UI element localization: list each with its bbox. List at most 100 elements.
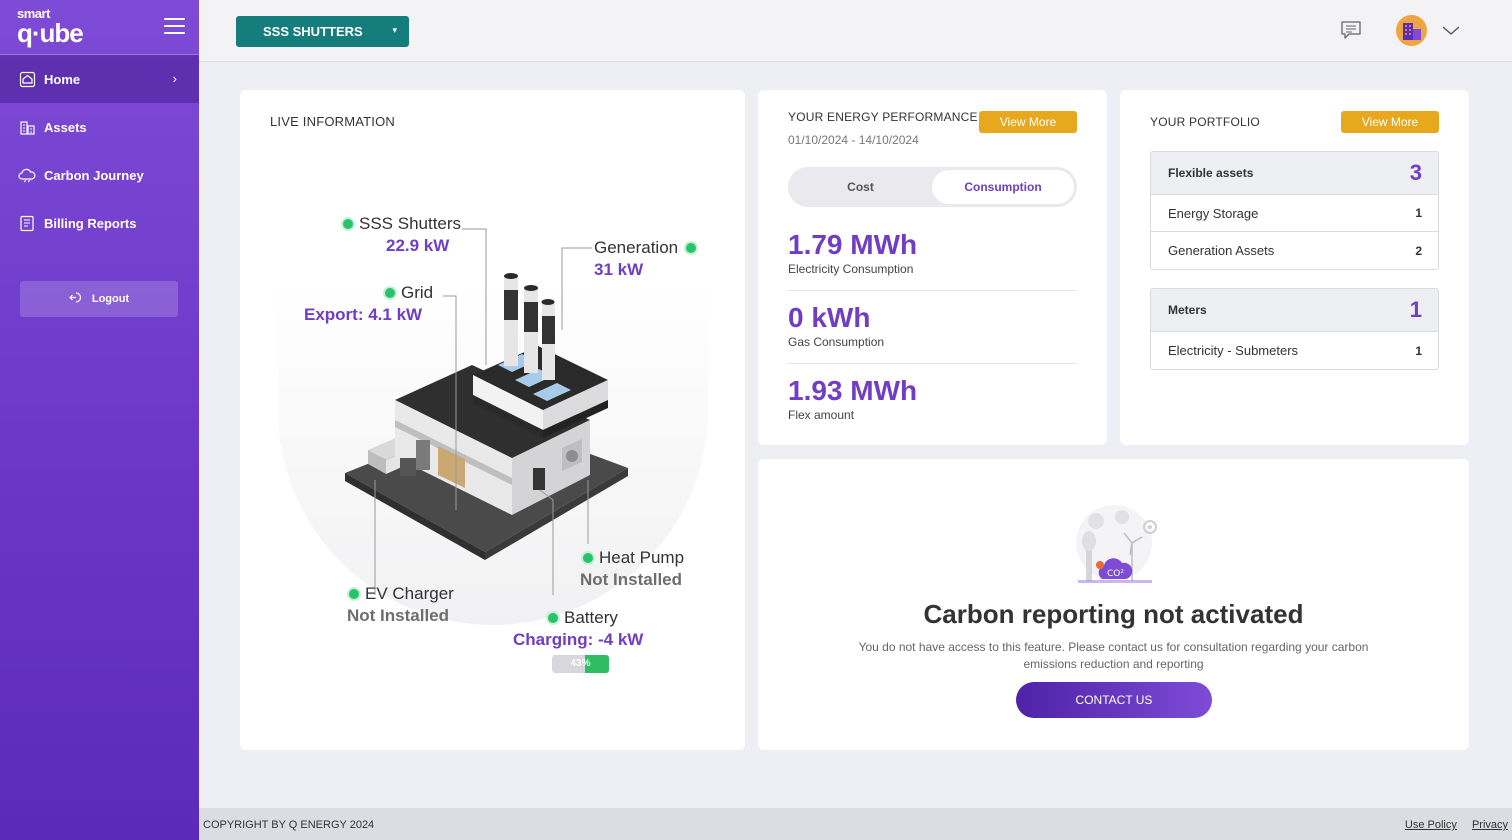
battery-percentage: 43% — [570, 658, 591, 669]
home-icon — [18, 70, 36, 88]
status-dot — [349, 589, 359, 600]
battery-value: Charging: -4 kW — [513, 630, 644, 649]
cost-consumption-toggle: Cost Consumption — [788, 167, 1077, 207]
chevron-right-icon: › — [172, 71, 177, 86]
card-title: YOUR PORTFOLIO — [1150, 115, 1260, 129]
meters-table: Meters 1 Electricity - Submeters 1 — [1150, 288, 1439, 370]
toggle-consumption[interactable]: Consumption — [932, 170, 1074, 204]
battery-label: Battery — [548, 608, 618, 628]
logo-text-bottom: q·ube — [17, 18, 84, 48]
building-icon — [18, 118, 36, 136]
footer: COPYRIGHT BY Q ENERGY 2024 Use Policy Pr… — [199, 808, 1512, 840]
carbon-illustration-icon: CO² — [1076, 505, 1157, 583]
svg-text:CO²: CO² — [1107, 569, 1124, 579]
generation-label: Generation — [594, 238, 697, 258]
card-title: YOUR ENERGY PERFORMANCE — [788, 110, 978, 124]
site-consumption-value: 22.9 kW — [386, 236, 450, 255]
grid-value: Export: 4.1 kW — [304, 305, 423, 324]
contact-us-button[interactable]: CONTACT US — [1016, 682, 1212, 718]
status-dot — [548, 613, 558, 624]
sidebar-item-label: Carbon Journey — [44, 167, 144, 183]
chevron-down-icon[interactable] — [1442, 24, 1460, 42]
battery-fill — [584, 655, 609, 673]
report-icon — [18, 214, 36, 232]
portfolio-card: YOUR PORTFOLIO View More Flexible assets… — [1120, 90, 1469, 445]
heat-pump-value: Not Installed — [580, 570, 683, 589]
metric-label: Flex amount — [788, 408, 855, 422]
sidebar-item-label: Home — [44, 71, 81, 87]
metric-label: Electricity Consumption — [788, 262, 914, 276]
carbon-title: Carbon reporting not activated — [923, 599, 1304, 629]
use-policy-link[interactable]: Use Policy — [1404, 819, 1457, 831]
metric-label: Gas Consumption — [788, 335, 885, 349]
sidebar-item-carbon-journey[interactable]: Carbon Journey — [0, 151, 199, 199]
smartqube-logo[interactable]: smart q·ube — [17, 6, 87, 48]
site-illustration — [345, 228, 628, 595]
row-label: Energy Storage — [1168, 205, 1259, 221]
metric-value: 1.79 MWh — [788, 229, 918, 260]
site-selector-label: SSS SHUTTERS — [263, 24, 363, 39]
flexible-assets-table: Flexible assets 3 Energy Storage 1 Gener… — [1150, 151, 1439, 270]
row-count: 1 — [1415, 206, 1422, 220]
table-header-label: Meters — [1168, 303, 1207, 317]
energy-performance-card: YOUR ENERGY PERFORMANCE View More 01/10/… — [758, 90, 1107, 445]
card-title: LIVE INFORMATION — [270, 114, 396, 129]
status-dot — [343, 219, 353, 230]
row-label: Electricity - Submeters — [1168, 343, 1299, 358]
metric-value: 0 kWh — [788, 302, 871, 333]
divider — [788, 363, 1077, 364]
sidebar-item-label: Billing Reports — [44, 215, 137, 231]
live-information-card: LIVE INFORMATION — [240, 90, 745, 750]
carbon-description: You do not have access to this feature. … — [858, 640, 1369, 671]
table-header-label: Flexible assets — [1168, 166, 1254, 180]
date-range: 01/10/2024 - 14/10/2024 — [788, 133, 919, 147]
row-label: Generation Assets — [1168, 243, 1275, 258]
privacy-link[interactable]: Privacy — [1471, 819, 1508, 831]
logout-button[interactable]: Logout — [20, 281, 178, 317]
sidebar-item-billing-reports[interactable]: Billing Reports — [0, 199, 199, 247]
logout-label: Logout — [91, 293, 130, 305]
sidebar-divider — [0, 54, 199, 55]
ev-charger-value: Not Installed — [347, 606, 450, 625]
site-consumption-label: SSS Shutters — [343, 214, 461, 234]
table-header-count: 3 — [1409, 160, 1422, 185]
logo-text-top: smart — [17, 6, 50, 21]
table-row[interactable]: Energy Storage 1 — [1151, 195, 1438, 232]
carbon-reporting-card: CO² Carbon reporting not activated You d… — [758, 459, 1469, 750]
row-count: 1 — [1415, 343, 1422, 358]
table-row[interactable]: Generation Assets 2 — [1151, 232, 1438, 269]
table-header[interactable]: Flexible assets 3 — [1151, 152, 1438, 195]
heat-pump-label: Heat Pump — [583, 548, 684, 568]
menu-toggle-icon[interactable] — [164, 18, 185, 34]
table-row[interactable]: Electricity - Submeters 1 — [1151, 332, 1438, 369]
messages-icon[interactable] — [1340, 20, 1362, 40]
ev-charger-label: EV Charger — [349, 584, 454, 604]
grid-label: Grid — [385, 283, 433, 303]
toggle-cost[interactable]: Cost — [847, 180, 874, 194]
sidebar-item-home[interactable]: Home › — [0, 55, 199, 103]
sidebar-item-label: Assets — [44, 119, 87, 135]
status-dot — [385, 288, 395, 299]
user-avatar[interactable] — [1396, 15, 1427, 46]
sidebar-item-assets[interactable]: Assets — [0, 103, 199, 151]
cloud-icon — [18, 166, 36, 184]
metric-gas: 0 kWh Gas Consumption — [788, 302, 1077, 349]
site-selector[interactable]: SSS SHUTTERS ▾ — [236, 16, 409, 47]
battery-level-indicator: 43% — [552, 655, 609, 673]
top-bar: SSS SHUTTERS ▾ — [199, 0, 1512, 62]
view-more-button[interactable]: View More — [979, 111, 1077, 133]
table-header[interactable]: Meters 1 — [1151, 289, 1438, 332]
metric-flex: 1.93 MWh Flex amount — [788, 375, 1077, 422]
status-dot — [686, 243, 697, 254]
status-dot — [583, 553, 593, 564]
table-header-count: 1 — [1409, 297, 1422, 322]
generation-value: 31 kW — [594, 260, 644, 279]
metric-electricity: 1.79 MWh Electricity Consumption — [788, 229, 1077, 276]
row-count: 2 — [1415, 243, 1422, 258]
logout-icon — [69, 291, 82, 307]
footer-links: Use Policy Privacy — [1393, 819, 1508, 831]
metric-value: 1.93 MWh — [788, 375, 918, 406]
view-more-button[interactable]: View More — [1341, 111, 1439, 133]
sidebar: smart q·ube Home › Assets Carbon Journey… — [0, 0, 199, 840]
copyright: COPYRIGHT BY Q ENERGY 2024 — [203, 819, 375, 831]
